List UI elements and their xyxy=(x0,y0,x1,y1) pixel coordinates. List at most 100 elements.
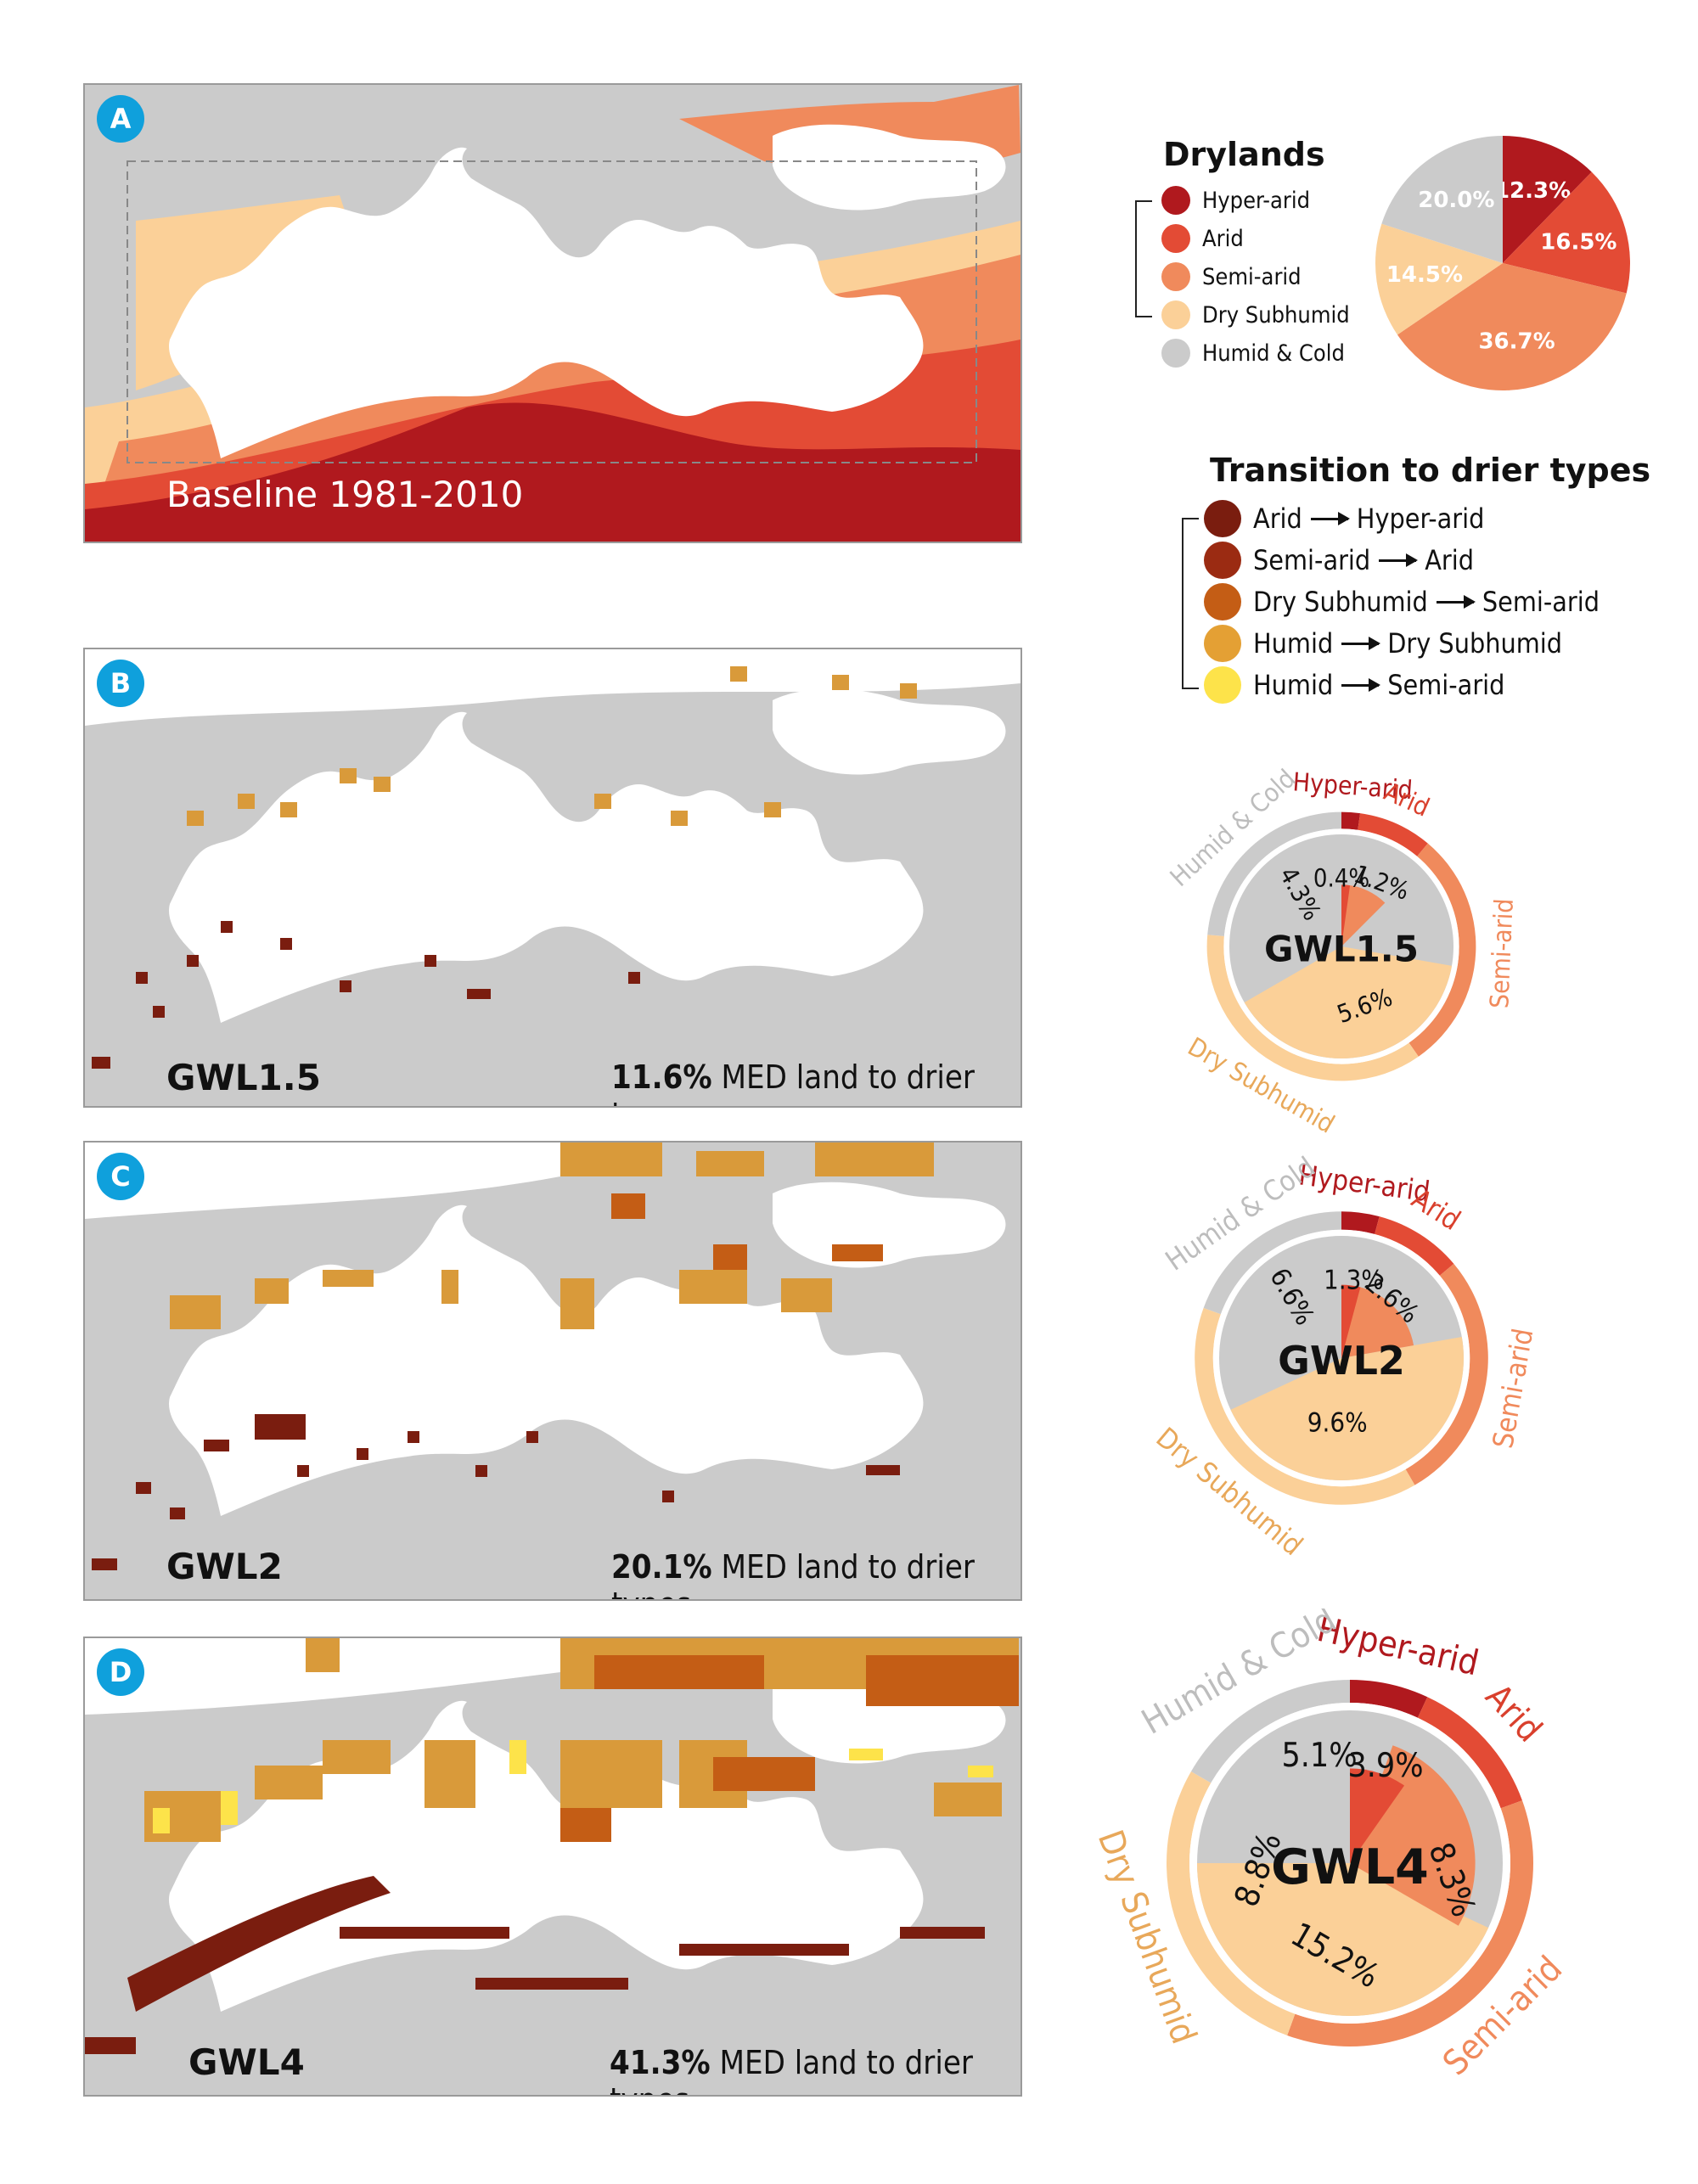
ring-segment-hyper-arid xyxy=(1350,1680,1428,1718)
legend-label: Hyper-arid xyxy=(1202,187,1311,214)
ring-label-arid: Arid xyxy=(1380,778,1434,823)
inner-label: 0.4% xyxy=(1313,864,1369,893)
drylands-item-humid-cold: Humid & Cold xyxy=(1161,336,1345,370)
panel-badge-d: D xyxy=(97,1648,144,1696)
ring-segment-hyper-arid xyxy=(1341,1211,1380,1234)
panel-title-gwl2: GWL2 xyxy=(166,1546,283,1587)
color-swatch xyxy=(1161,186,1190,215)
ring-segment-semi-arid xyxy=(1405,1263,1488,1485)
panel-badge-a: A xyxy=(97,95,144,143)
drylands-legend-title: Drylands xyxy=(1163,136,1325,173)
donut-title: GWL1.5 xyxy=(1264,929,1419,970)
ring-segment-dry-subhumid xyxy=(1195,1307,1415,1505)
transition-legend-title: Transition to drier types xyxy=(1210,452,1651,489)
map-panel-gwl2: C GWL2 20.1% MED land to drier types xyxy=(83,1141,1022,1601)
drylands-item-semi-arid: Semi-arid xyxy=(1161,260,1302,294)
pie-slice-semi-arid xyxy=(1397,263,1627,390)
pie-label-humid-cold: 20.0% xyxy=(1418,188,1494,213)
inner-wedge xyxy=(1341,884,1386,946)
transition-to: Semi-arid xyxy=(1482,586,1600,618)
inner-wedge xyxy=(1197,1863,1489,2016)
color-swatch xyxy=(1204,542,1241,579)
legend-label: Semi-arid xyxy=(1202,263,1302,290)
pie-slice-humid-cold xyxy=(1381,136,1503,263)
gwl1-5-map xyxy=(85,649,1020,1106)
transition-from: Humid xyxy=(1253,627,1334,660)
transition-to: Arid xyxy=(1425,544,1474,576)
panel-title-gwl4: GWL4 xyxy=(188,2041,305,2083)
inner-wedge xyxy=(1350,1768,1405,1863)
ring-segment-humid-cold xyxy=(1207,811,1341,936)
legend-label: Humid & Cold xyxy=(1202,340,1345,367)
arrow-right-icon xyxy=(1341,636,1381,650)
color-swatch xyxy=(1161,339,1190,368)
color-swatch xyxy=(1204,666,1241,704)
baseline-pie-chart: 12.3% 16.5% 36.7% 14.5% 20.0% xyxy=(1375,136,1630,390)
color-swatch xyxy=(1204,583,1241,620)
panel-caption-gwl4: 41.3% MED land to drier types xyxy=(610,2044,1020,2095)
pie-slice-hyper-arid xyxy=(1503,136,1592,263)
ring-label-hyper-arid: Hyper-arid xyxy=(1313,1609,1482,1684)
color-swatch xyxy=(1161,262,1190,291)
inner-wedge xyxy=(1230,1336,1464,1480)
arrow-right-icon xyxy=(1341,677,1381,692)
drylands-item-dry-subhumid: Dry Subhumid xyxy=(1161,298,1350,332)
transition-from: Dry Subhumid xyxy=(1253,586,1428,618)
panel-caption-gwl2: 20.1% MED land to drier types xyxy=(611,1548,1020,1599)
transition-to: Semi-arid xyxy=(1387,669,1505,701)
panel-badge-c: C xyxy=(97,1153,144,1200)
ring-segment-dry-subhumid xyxy=(1206,935,1419,1081)
transition-to: Dry Subhumid xyxy=(1387,627,1563,660)
caption-text: MED land to drier types xyxy=(610,2044,973,2095)
pie-label-semi-arid: 36.7% xyxy=(1478,329,1555,355)
transition-from: Arid xyxy=(1253,502,1302,535)
transition-to: Hyper-arid xyxy=(1356,502,1485,535)
pie-label-arid: 16.5% xyxy=(1540,229,1616,255)
ring-segment-humid-cold xyxy=(1203,1211,1341,1315)
color-swatch xyxy=(1204,625,1241,662)
transition-item-semi-arid-arid: Semi-arid Arid xyxy=(1204,541,1474,580)
ring-segment-arid xyxy=(1375,1216,1454,1276)
panel-badge-b: B xyxy=(97,660,144,707)
panel-title-baseline: Baseline 1981-2010 xyxy=(166,474,524,515)
ring-label-arid: Arid xyxy=(1477,1676,1549,1749)
arrow-right-icon xyxy=(1436,594,1476,609)
gwl4-map xyxy=(85,1638,1020,2095)
legend-label: Dry Subhumid xyxy=(1202,301,1350,328)
inner-label: 3.9% xyxy=(1347,1747,1423,1785)
panel-title-gwl1-5: GWL1.5 xyxy=(166,1057,321,1098)
transition-from: Humid xyxy=(1253,669,1334,701)
color-swatch xyxy=(1161,224,1190,253)
map-panel-baseline: A Baseline 1981-2010 xyxy=(83,83,1022,543)
map-panel-gwl4: D GWL4 41.3% MED land to drier types xyxy=(83,1637,1022,2097)
arrow-right-icon xyxy=(1379,553,1419,567)
arrow-right-icon xyxy=(1310,511,1350,525)
inner-wedge xyxy=(1341,1284,1361,1358)
inner-label: 5.1% xyxy=(1281,1737,1357,1775)
donut-title: GWL4 xyxy=(1271,1839,1429,1895)
caption-percent: 41.3% xyxy=(610,2044,711,2081)
drylands-item-hyper-arid: Hyper-arid xyxy=(1161,183,1310,217)
gwl2-map xyxy=(85,1143,1020,1599)
caption-percent: 11.6% xyxy=(611,1058,712,1096)
color-swatch xyxy=(1161,300,1190,329)
panel-caption-gwl1-5: 11.6% MED land to drier types xyxy=(611,1058,1020,1106)
map-panel-gwl1-5: B GWL1.5 11.6% MED land to drier types xyxy=(83,648,1022,1108)
caption-percent: 20.1% xyxy=(611,1548,712,1586)
pie-label-hyper-arid: 12.3% xyxy=(1494,178,1571,204)
pie-slice-dry-subhumid xyxy=(1375,223,1503,335)
baseline-map xyxy=(85,85,1020,542)
ring-segment-arid xyxy=(1417,1697,1522,1809)
color-swatch xyxy=(1204,500,1241,537)
inner-wedge xyxy=(1341,1285,1414,1358)
ring-segment-dry-subhumid xyxy=(1167,1771,1296,2035)
pie-label-dry-subhumid: 14.5% xyxy=(1386,262,1463,288)
ring-segment-humid-cold xyxy=(1190,1680,1350,1783)
transition-item-humid-dry-subhumid: Humid Dry Subhumid xyxy=(1204,624,1562,663)
transition-from: Semi-arid xyxy=(1253,544,1371,576)
drylands-item-arid: Arid xyxy=(1161,222,1244,255)
donut-title: GWL2 xyxy=(1278,1338,1405,1384)
